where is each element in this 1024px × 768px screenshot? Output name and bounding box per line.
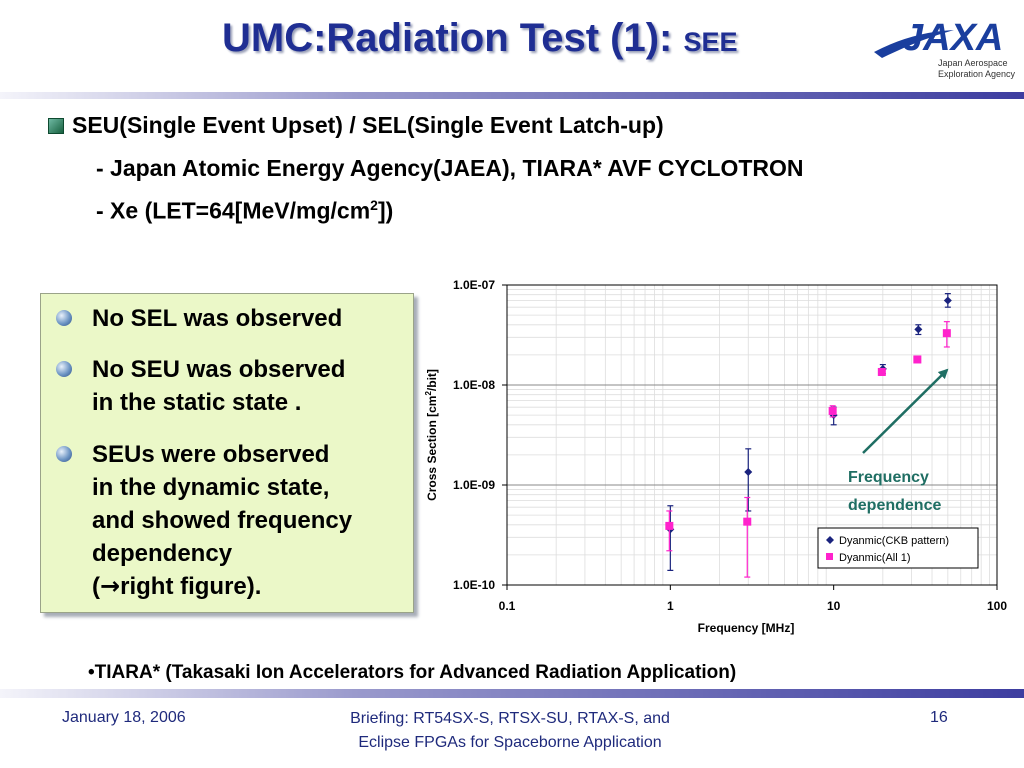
results-box bbox=[40, 293, 414, 613]
axis-ticks: 0.1 1 10 100 1.0E-10 1.0E-09 1.0E-08 1.0E-07 bbox=[453, 278, 1007, 613]
sphere-bullet-icon bbox=[56, 446, 72, 462]
title-small: SEE bbox=[683, 27, 738, 57]
briefing-line-2: Eclipse FPGAs for Spaceborne Application bbox=[358, 734, 662, 751]
legend-label-ckb: Dyanmic(CKB pattern) bbox=[839, 535, 949, 547]
y-label-a: Cross Section [cm bbox=[425, 396, 439, 501]
y-axis-label: Cross Section [cm2/bit] bbox=[424, 369, 439, 501]
legend-diamond-icon bbox=[826, 536, 834, 544]
bullet-main: SEU(Single Event Upset) / SEL(Single Eve… bbox=[72, 112, 664, 138]
logo-subtitle-2: Exploration Agency bbox=[938, 69, 1016, 79]
data-point-all1 bbox=[877, 367, 886, 376]
page-number: 16 bbox=[930, 709, 948, 726]
data-point-all1 bbox=[665, 521, 674, 530]
cross-section-chart: 0.1 1 10 100 1.0E-10 1.0E-09 1.0E-08 1.0E-07 Fr… bbox=[424, 278, 1007, 635]
logo-text: JAXA bbox=[902, 17, 1003, 59]
footer-date: January 18, 2006 bbox=[62, 709, 186, 726]
result-line: No SEL was observed bbox=[92, 305, 343, 332]
data-point-ckb bbox=[943, 296, 952, 305]
annotation-line-2: dependence bbox=[848, 497, 941, 514]
y-label-b: /bit] bbox=[425, 369, 439, 391]
data-point-all1 bbox=[942, 329, 951, 338]
x-axis-label: Frequency [MHz] bbox=[698, 621, 795, 635]
data-point-all1 bbox=[743, 517, 752, 526]
sphere-bullet-icon bbox=[56, 361, 72, 377]
x-tick-label: 10 bbox=[827, 599, 841, 613]
legend: Dyanmic(CKB pattern) Dyanmic(All 1) bbox=[817, 527, 979, 569]
slide-title: UMC:Radiation Test (1): SEE bbox=[222, 16, 738, 61]
right-arrow-icon: → bbox=[100, 572, 121, 600]
bullet-sub-facility: - Japan Atomic Energy Agency(JAEA), TIAR… bbox=[96, 155, 804, 181]
major-grid bbox=[507, 384, 997, 486]
data-point-ckb bbox=[744, 467, 753, 476]
paren-open: ( bbox=[92, 573, 100, 600]
legend-box bbox=[817, 527, 979, 569]
minor-grid bbox=[507, 285, 997, 585]
y-label-sup: 2 bbox=[424, 391, 433, 396]
right-figure-text: right figure). bbox=[120, 573, 262, 600]
result-line: in the dynamic state, bbox=[92, 474, 330, 501]
footer-briefing: Briefing: RT54SX-S, RTSX-SU, RTAX-S, and… bbox=[300, 707, 720, 755]
annotation-line-1: Frequency bbox=[848, 469, 929, 486]
footnote: •TIARA* (Takasaki Ion Accelerators for A… bbox=[88, 662, 737, 683]
result-line: and showed frequency bbox=[92, 507, 353, 534]
trend-arrow-icon bbox=[862, 368, 949, 454]
y-tick-label: 1.0E-07 bbox=[453, 278, 495, 292]
legend-label-all1: Dyanmic(All 1) bbox=[839, 552, 911, 564]
sphere-bullet-icon bbox=[56, 310, 72, 326]
result-item-2: No SEU was observed in the static state … bbox=[92, 353, 345, 419]
y-tick-label: 1.0E-08 bbox=[453, 378, 495, 392]
data-point-all1 bbox=[828, 406, 837, 415]
result-line-last: (→right figure). bbox=[92, 570, 352, 603]
result-line: SEUs were observed bbox=[92, 441, 330, 468]
logo-swoosh bbox=[874, 30, 954, 58]
result-item-1: No SEL was observed bbox=[92, 302, 342, 335]
result-line: No SEU was observed bbox=[92, 356, 346, 383]
footer-divider bbox=[0, 689, 1024, 698]
data-point-all1 bbox=[913, 355, 922, 364]
ion-superscript: 2 bbox=[370, 197, 378, 213]
x-tick-label: 100 bbox=[987, 599, 1007, 613]
data-points bbox=[665, 293, 952, 578]
data-point-ckb bbox=[914, 325, 923, 334]
result-item-3: SEUs were observed in the dynamic state,… bbox=[92, 438, 352, 603]
ion-text-a: - Xe (LET=64[MeV/mg/cm bbox=[96, 197, 371, 224]
y-tick-label: 1.0E-10 bbox=[453, 578, 495, 592]
title-divider bbox=[0, 92, 1024, 99]
title-main: UMC:Radiation Test (1): bbox=[222, 16, 684, 60]
bullet-square-icon bbox=[48, 118, 64, 134]
legend-square-icon bbox=[826, 553, 833, 560]
bullet-sub-ion: - Xe (LET=64[MeV/mg/cm2]) bbox=[96, 197, 393, 225]
ion-text-b: ]) bbox=[377, 197, 394, 224]
y-tick-label: 1.0E-09 bbox=[453, 478, 495, 492]
result-line: dependency bbox=[92, 540, 233, 567]
plot-frame bbox=[506, 284, 998, 586]
jaxa-logo: JAXA Japan Aerospace Exploration Agency bbox=[874, 17, 1016, 79]
briefing-line-1: Briefing: RT54SX-S, RTSX-SU, RTAX-S, and bbox=[350, 710, 670, 727]
logo-subtitle-1: Japan Aerospace bbox=[938, 58, 1008, 68]
result-line: in the static state . bbox=[92, 389, 302, 416]
x-tick-label: 0.1 bbox=[499, 599, 516, 613]
x-tick-label: 1 bbox=[667, 599, 674, 613]
